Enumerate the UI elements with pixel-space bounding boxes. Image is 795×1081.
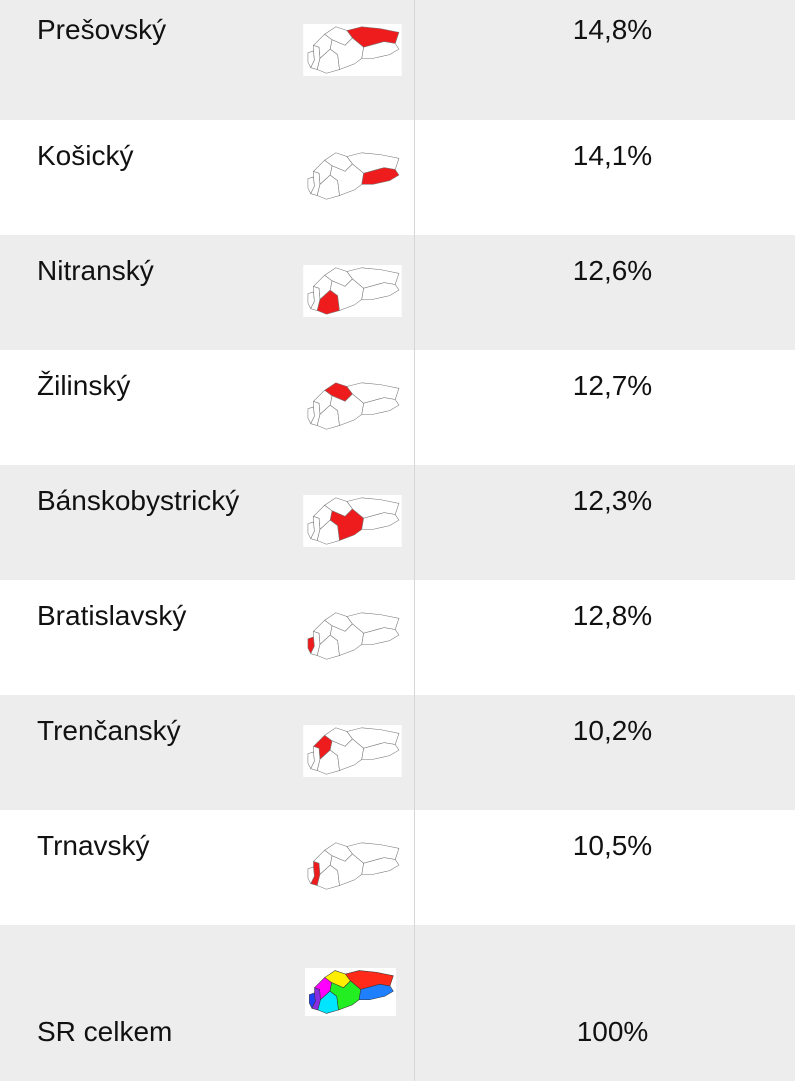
region-name: Bratislavský <box>37 600 187 631</box>
region-map <box>303 495 402 547</box>
region-name: Bánskobystrický <box>37 485 240 516</box>
region-map <box>303 840 402 892</box>
table-row: SR celkem 100% <box>0 925 795 1081</box>
map-region <box>329 393 364 426</box>
region-share: 14,8% <box>572 14 653 45</box>
region-share: 14,1% <box>572 140 653 171</box>
region-map <box>305 968 396 1016</box>
map-region <box>361 742 400 760</box>
column-divider <box>414 120 415 235</box>
table-row: Prešovský 14,8% <box>0 0 795 120</box>
region-map <box>303 150 402 202</box>
table-row: Žilinský 12,7% <box>0 350 795 465</box>
column-divider <box>414 580 415 695</box>
region-map <box>303 265 402 317</box>
region-map <box>303 610 402 662</box>
map-region <box>329 980 362 1011</box>
column-divider <box>414 810 415 925</box>
region-name: Trenčanský <box>37 715 181 746</box>
table-row: Košický 14,1% <box>0 120 795 235</box>
region-name: Košický <box>37 140 134 171</box>
region-name: Nitranský <box>37 255 154 286</box>
map-region <box>329 163 364 196</box>
region-share: 10,5% <box>572 830 653 861</box>
map-region <box>361 857 400 875</box>
column-divider <box>414 465 415 580</box>
region-name: Prešovský <box>37 14 167 45</box>
column-divider <box>414 925 415 1081</box>
table-row: Bánskobystrický 12,3% <box>0 465 795 580</box>
region-share: 12,7% <box>572 370 653 401</box>
region-map <box>303 725 402 777</box>
region-map <box>307 382 400 430</box>
column-divider <box>414 695 415 810</box>
map-region <box>361 397 400 415</box>
map-region <box>361 627 400 645</box>
map-region <box>329 853 364 886</box>
region-name: SR celkem <box>37 1016 173 1047</box>
column-divider <box>414 235 415 350</box>
map-region <box>329 623 364 656</box>
region-share: 12,6% <box>572 255 653 286</box>
table-row: Trenčanský 10,2% <box>0 695 795 810</box>
region-share: 10,2% <box>572 715 653 746</box>
column-divider <box>414 350 415 465</box>
map-region <box>361 167 400 185</box>
map-region <box>329 738 364 771</box>
table-row: Nitranský 12,6% <box>0 235 795 350</box>
column-divider <box>414 0 415 120</box>
map-region <box>358 984 394 1000</box>
map-region <box>329 508 364 541</box>
table-row: Bratislavský 12,8% <box>0 580 795 695</box>
region-map <box>303 24 402 76</box>
region-share: 12,8% <box>572 600 653 631</box>
map-region <box>361 41 400 59</box>
region-share: 12,3% <box>572 485 653 516</box>
map-region <box>329 37 364 70</box>
region-name: Žilinský <box>37 370 131 401</box>
region-name: Trnavský <box>37 830 150 861</box>
table-row: Trnavský 10,5% <box>0 810 795 925</box>
map-region <box>361 282 400 300</box>
region-share: 100% <box>576 1016 649 1047</box>
map-region <box>329 278 364 311</box>
map-region <box>361 512 400 530</box>
